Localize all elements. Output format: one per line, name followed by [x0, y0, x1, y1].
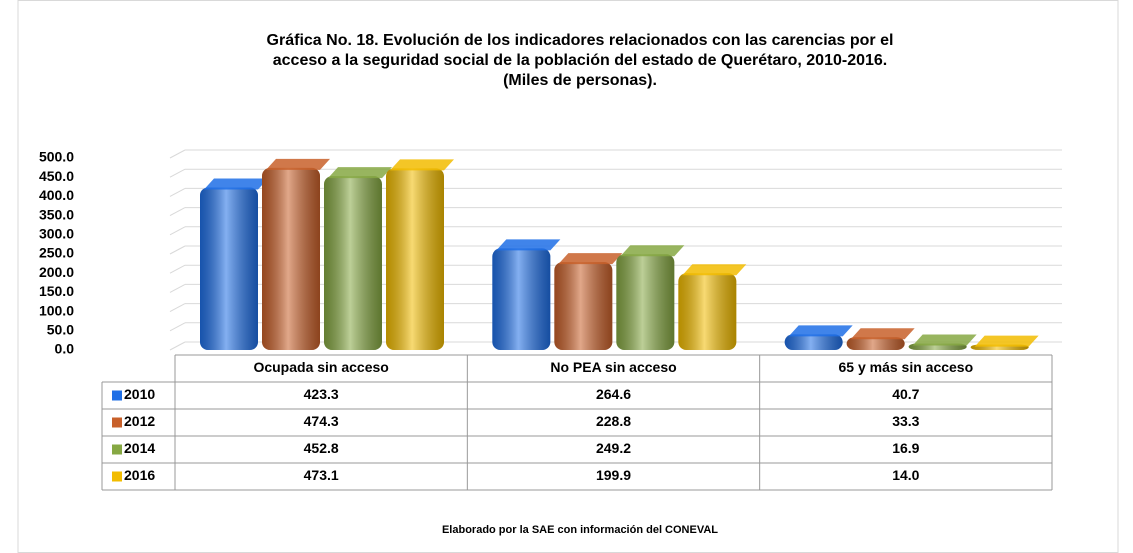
- y-tick-label: 250.0: [39, 245, 74, 261]
- bar-cap: [788, 325, 853, 337]
- table-value: 474.3: [304, 413, 339, 429]
- bar-cap: [266, 158, 330, 170]
- bar-shine: [554, 262, 613, 350]
- legend-label: 2010: [124, 386, 155, 402]
- y-tick-label: 450.0: [39, 168, 74, 184]
- table-value: 228.8: [596, 413, 631, 429]
- table-value: 33.3: [892, 413, 919, 429]
- grid-slant: [169, 226, 186, 236]
- bar-shine: [678, 273, 737, 350]
- chart-title: acceso a la seguridad social de la pobla…: [273, 52, 887, 69]
- bar-cap: [682, 264, 747, 276]
- grid-slant: [169, 303, 186, 313]
- table-value: 40.7: [892, 386, 919, 402]
- bar-cap: [620, 245, 685, 257]
- table-value: 264.6: [596, 386, 631, 402]
- bar-shine: [492, 248, 551, 350]
- table-value: 199.9: [596, 467, 631, 483]
- legend-swatch: [112, 417, 122, 428]
- bar-cap: [850, 328, 915, 340]
- bar-shine: [324, 176, 382, 350]
- grid-slant: [169, 341, 186, 351]
- legend-swatch: [112, 390, 122, 401]
- y-tick-label: 0.0: [55, 341, 75, 357]
- bar-cap: [390, 159, 454, 171]
- bar-cap: [974, 335, 1039, 347]
- bar-cap: [558, 253, 623, 265]
- legend-swatch: [112, 444, 122, 455]
- y-tick-label: 400.0: [39, 187, 74, 203]
- bar-cap: [496, 239, 561, 251]
- x-tick-label: No PEA sin acceso: [550, 359, 676, 375]
- bar-cap: [328, 167, 392, 179]
- bar-cap: [204, 178, 268, 190]
- y-tick-label: 300.0: [39, 226, 74, 242]
- grid-slant: [169, 245, 186, 255]
- legend-label: 2016: [124, 467, 155, 483]
- grid-slant: [169, 322, 186, 332]
- bar-shine: [784, 334, 843, 350]
- table-value: 473.1: [304, 467, 339, 483]
- bar-shine: [386, 168, 444, 350]
- table-value: 452.8: [304, 440, 339, 456]
- table-value: 249.2: [596, 440, 631, 456]
- table-value: 14.0: [892, 467, 919, 483]
- legend-swatch: [112, 471, 122, 482]
- y-tick-label: 50.0: [47, 322, 74, 338]
- bar-shine: [200, 187, 258, 350]
- bar-shine: [262, 167, 320, 350]
- table-value: 423.3: [304, 386, 339, 402]
- grid-slant: [169, 168, 186, 178]
- y-tick-label: 200.0: [39, 264, 74, 280]
- table-value: 16.9: [892, 440, 919, 456]
- y-tick-label: 350.0: [39, 206, 74, 222]
- grid-slant: [169, 207, 186, 217]
- chart-title: Gráfica No. 18. Evolución de los indicad…: [267, 32, 894, 49]
- bar-shine: [616, 254, 675, 350]
- grid-slant: [169, 149, 186, 159]
- y-tick-label: 100.0: [39, 302, 74, 318]
- legend-label: 2012: [124, 413, 155, 429]
- x-tick-label: 65 y más sin acceso: [839, 359, 974, 375]
- bar-cap: [912, 334, 977, 346]
- bar-shine: [846, 337, 905, 350]
- grid-slant: [169, 283, 186, 293]
- grid-slant: [169, 187, 186, 197]
- chart-title: (Miles de personas).: [503, 72, 657, 89]
- y-tick-label: 150.0: [39, 283, 74, 299]
- legend-label: 2014: [124, 440, 155, 456]
- y-tick-label: 500.0: [39, 149, 74, 165]
- x-tick-label: Ocupada sin acceso: [253, 359, 388, 375]
- grid-slant: [169, 264, 186, 274]
- source-note: Elaborado por la SAE con información del…: [442, 524, 718, 536]
